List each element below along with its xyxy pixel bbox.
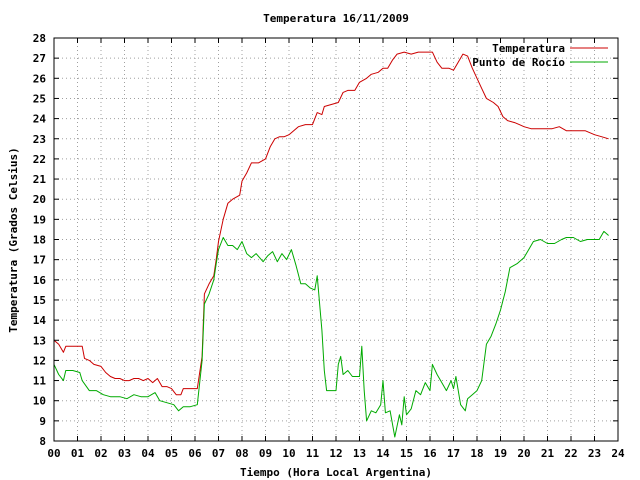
x-tick-label: 04 [141, 447, 155, 460]
y-tick-label: 20 [33, 193, 46, 206]
x-tick-label: 15 [400, 447, 413, 460]
y-tick-label: 12 [33, 354, 46, 367]
legend-label-temperatura: Temperatura [492, 42, 565, 55]
x-tick-label: 07 [212, 447, 225, 460]
y-tick-label: 24 [33, 113, 47, 126]
series-line-temperatura [53, 51, 609, 396]
y-tick-label: 11 [33, 375, 47, 388]
legend: Temperatura Punto de Rocío [472, 42, 608, 69]
x-tick-label: 22 [564, 447, 577, 460]
x-tick-label: 12 [329, 447, 342, 460]
x-axis-label: Tiempo (Hora Local Argentina) [240, 466, 432, 479]
y-tick-label: 8 [39, 435, 46, 448]
x-tick-label: 21 [541, 447, 555, 460]
y-tick-label: 27 [33, 52, 46, 65]
x-tick-label: 18 [470, 447, 483, 460]
series-group [53, 51, 609, 438]
y-tick-label: 9 [39, 415, 46, 428]
x-tick-label: 24 [611, 447, 625, 460]
y-tick-label: 10 [33, 395, 46, 408]
y-tick-label: 23 [33, 133, 46, 146]
x-tick-label: 01 [71, 447, 85, 460]
y-tick-label: 18 [33, 234, 46, 247]
x-tick-label: 19 [494, 447, 507, 460]
x-tick-label: 16 [423, 447, 437, 460]
x-tick-label: 02 [94, 447, 107, 460]
tick-labels: 00 01 02 03 04 05 06 07 08 09 10 11 12 13 14 15 16 17 18 19… [33, 32, 625, 460]
y-tick-label: 28 [33, 32, 46, 45]
x-tick-label: 13 [353, 447, 366, 460]
x-tick-label: 11 [306, 447, 320, 460]
axis-ticks [53, 37, 619, 442]
y-tick-label: 22 [33, 153, 46, 166]
x-tick-label: 10 [282, 447, 295, 460]
series-line-punto-de-rocio [53, 230, 609, 438]
y-tick-label: 25 [33, 92, 46, 105]
y-axis-label: Temperatura (Grados Celsius) [7, 147, 20, 332]
y-tick-label: 19 [33, 213, 46, 226]
x-tick-label: 06 [188, 447, 202, 460]
x-tick-label: 03 [118, 447, 131, 460]
y-tick-label: 14 [33, 314, 47, 327]
x-tick-label: 05 [165, 447, 178, 460]
y-tick-label: 16 [33, 274, 47, 287]
y-tick-label: 17 [33, 254, 46, 267]
x-tick-label: 14 [376, 447, 390, 460]
x-tick-label: 08 [235, 447, 248, 460]
x-tick-label: 00 [47, 447, 60, 460]
x-tick-label: 20 [517, 447, 530, 460]
y-tick-label: 26 [33, 72, 47, 85]
x-tick-label: 23 [588, 447, 601, 460]
legend-label-punto-de-rocio: Punto de Rocío [472, 56, 565, 69]
y-tick-label: 15 [33, 294, 46, 307]
chart-title: Temperatura 16/11/2009 [263, 12, 409, 25]
y-tick-label: 21 [33, 173, 47, 186]
y-tick-label: 13 [33, 334, 46, 347]
x-tick-label: 09 [259, 447, 272, 460]
x-tick-label: 17 [447, 447, 460, 460]
